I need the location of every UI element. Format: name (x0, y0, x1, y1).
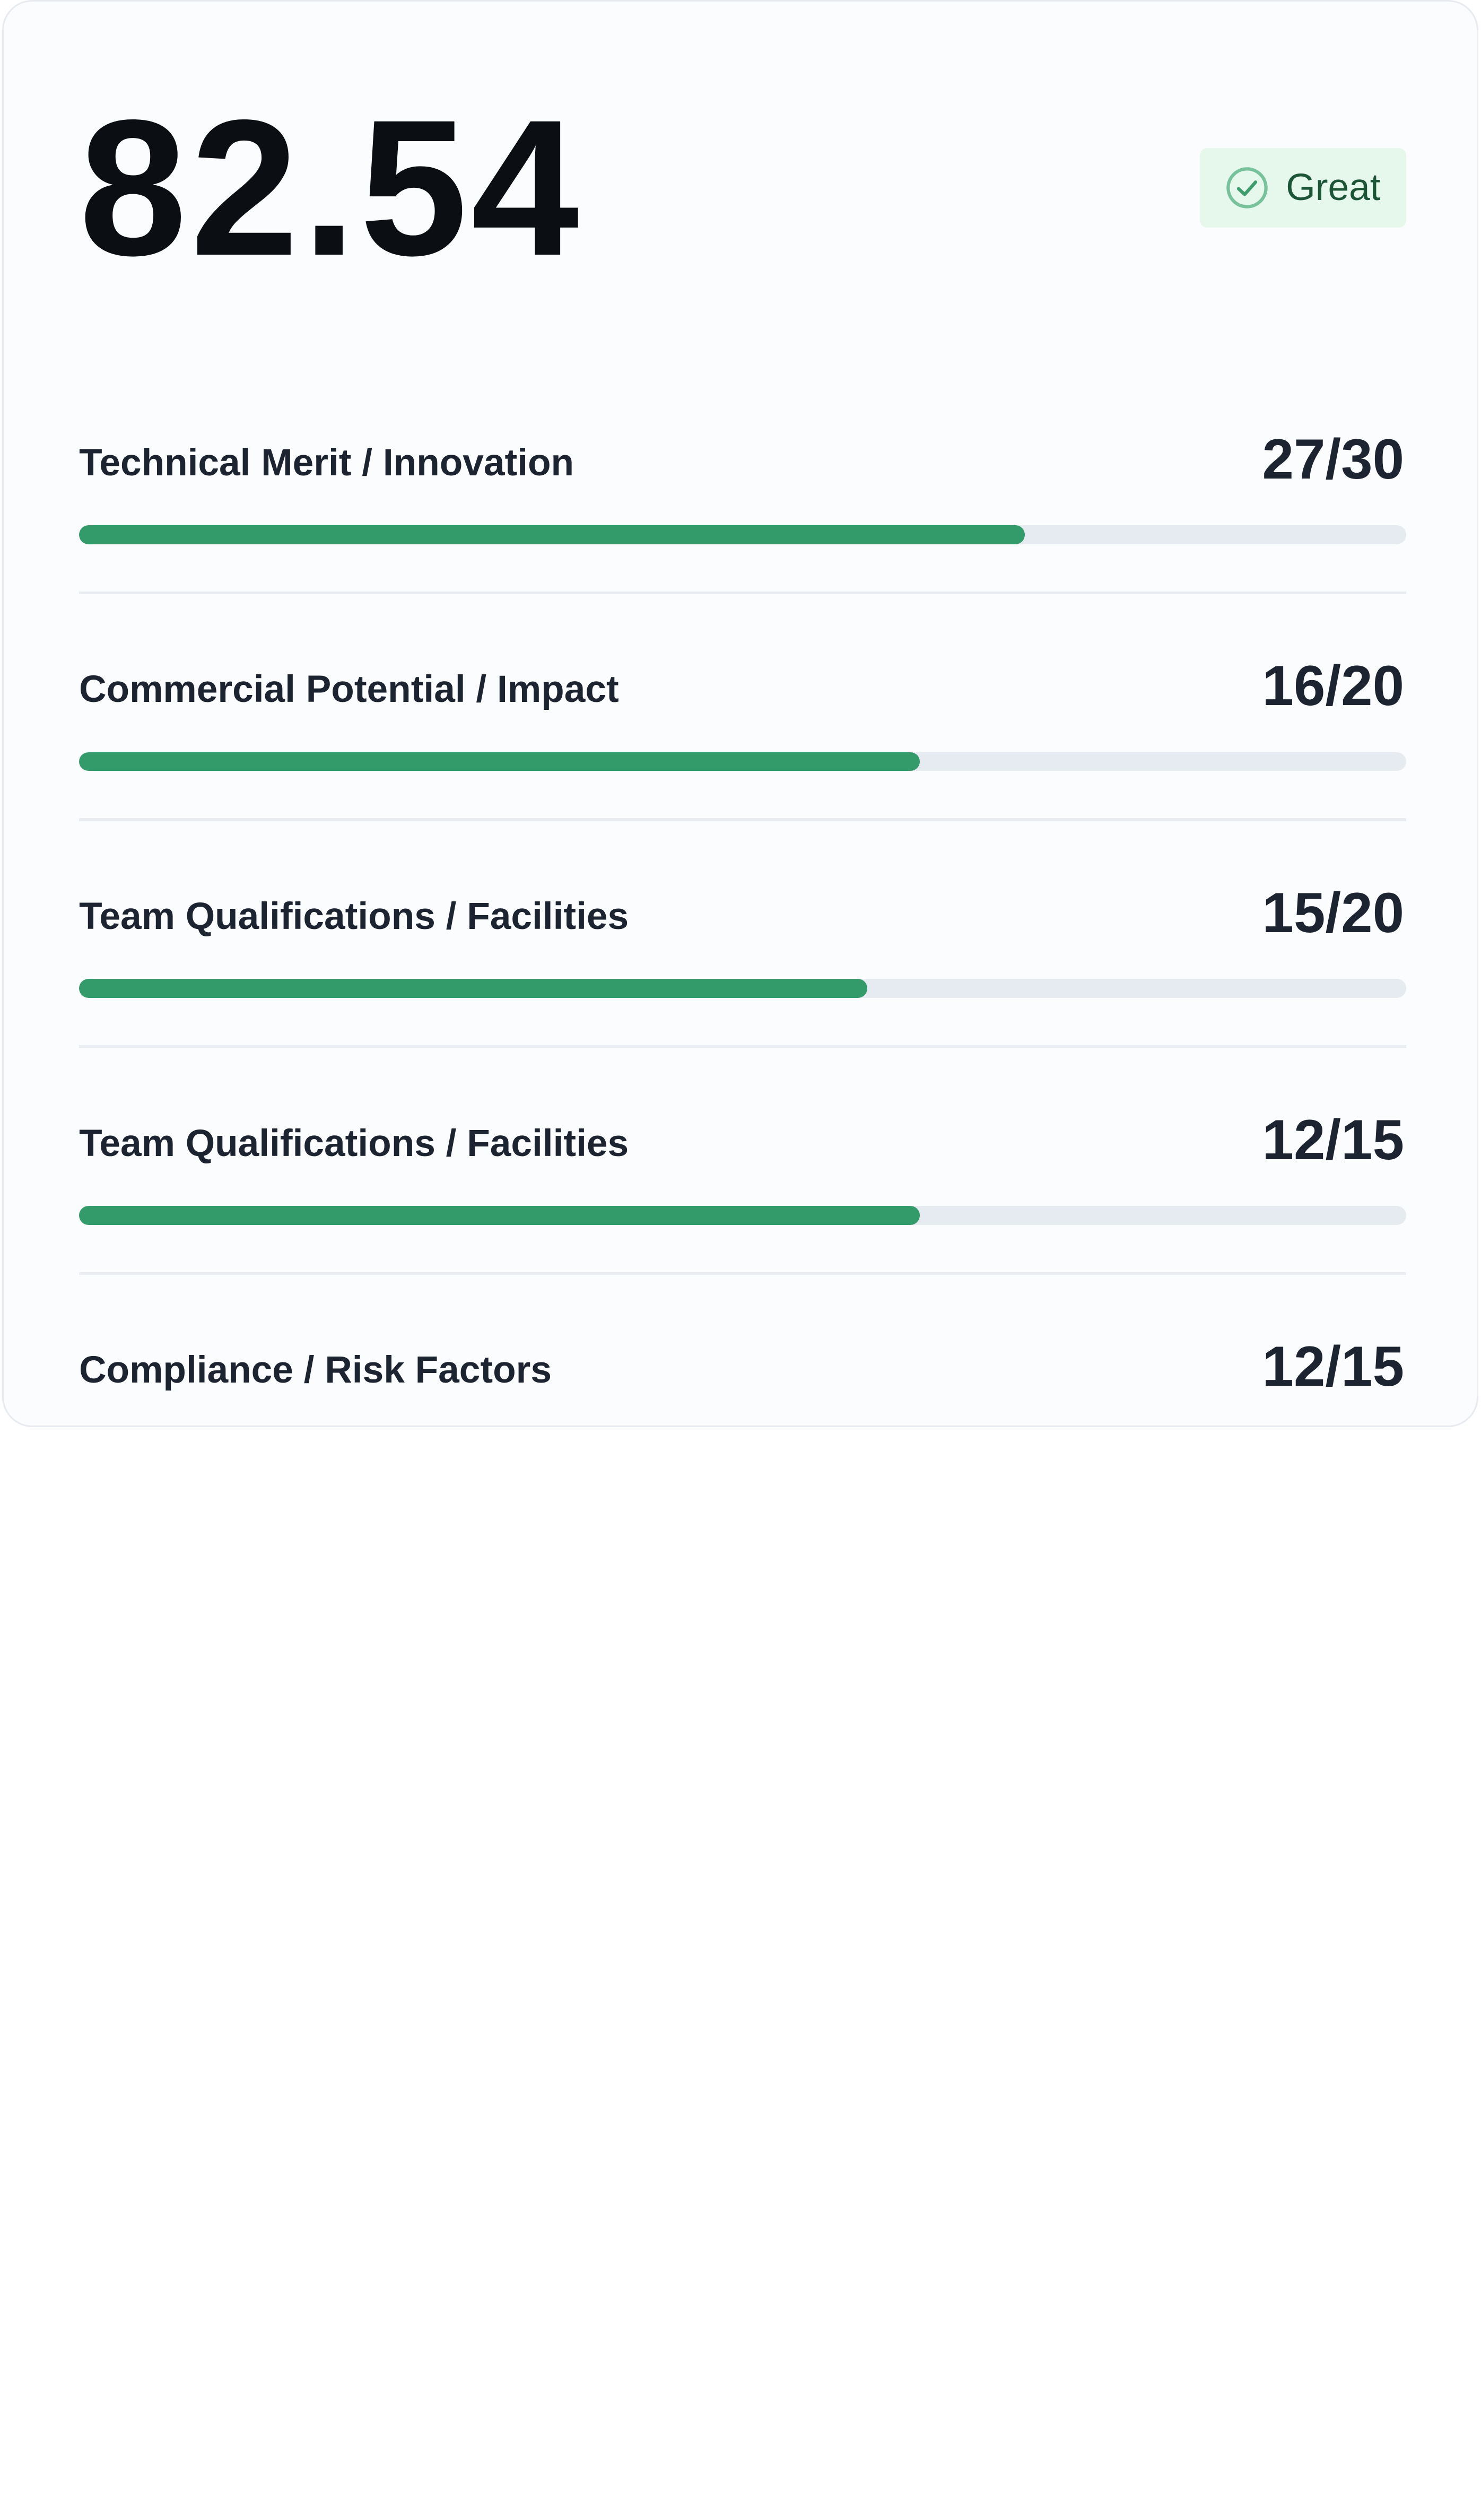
criterion-row: Team Qualifications / Facilities 12/15 (79, 1070, 1406, 1297)
criterion-score: 27/30 (1262, 427, 1405, 491)
progress-fill (79, 752, 920, 771)
criterion-name: Commercial Potential / Impact (79, 668, 619, 711)
progress-fill (79, 1205, 920, 1225)
criterion-name: Compliance / Risk Factors (79, 1349, 552, 1392)
criterion-row: Team Qualifications / Facilities 15/20 (79, 843, 1406, 1070)
row-divider (79, 1272, 1406, 1275)
progress-fill (79, 979, 867, 998)
row-divider (79, 591, 1406, 595)
criterion-score: 12/15 (1262, 1107, 1405, 1171)
criterion-row: Technical Merit / Innovation 27/30 (79, 389, 1406, 616)
criterion-score: 16/20 (1262, 654, 1405, 718)
progress-track (79, 525, 1406, 544)
check-circle-icon (1226, 167, 1268, 208)
rating-badge: Great (1200, 148, 1406, 228)
criterion-name: Technical Merit / Innovation (79, 441, 574, 484)
total-score: 82.54 (79, 80, 583, 297)
progress-track (79, 752, 1406, 771)
criterion-score: 15/20 (1262, 881, 1405, 945)
progress-fill (79, 525, 1025, 544)
criterion-score: 12/15 (1262, 1334, 1405, 1398)
rating-label: Great (1286, 166, 1381, 209)
row-divider (79, 1045, 1406, 1048)
score-card: 82.54 Great Technical Merit / Innovation… (2, 0, 1478, 1428)
row-divider (79, 818, 1406, 821)
criterion-name: Team Qualifications / Facilities (79, 1122, 629, 1165)
criterion-row: Commercial Potential / Impact 16/20 (79, 616, 1406, 843)
criterion-name: Team Qualifications / Facilities (79, 895, 629, 938)
criterion-row: Compliance / Risk Factors 12/15 (79, 1297, 1406, 1426)
progress-track (79, 979, 1406, 998)
progress-track (79, 1205, 1406, 1225)
